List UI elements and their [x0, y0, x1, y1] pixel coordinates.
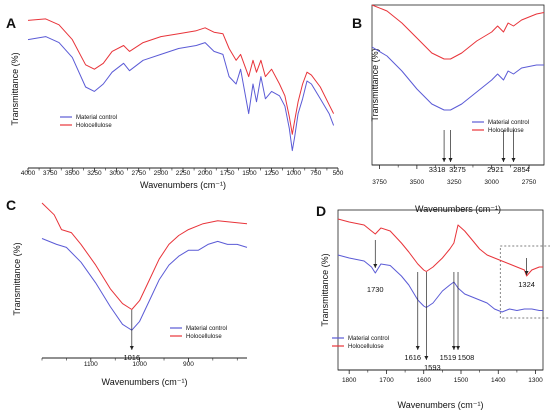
annotation-arrow [373, 264, 378, 268]
annotation-arrow [524, 271, 529, 275]
x-axis-title: Wavenumbers (cm⁻¹) [398, 400, 484, 410]
y-axis-title: Transmittance (%) [370, 48, 380, 121]
legend-label: Material control [488, 120, 529, 126]
x-axis-title: Wavenumbers (cm⁻¹) [415, 204, 501, 214]
y-axis-title: Transmittance (%) [12, 242, 22, 315]
annotation-arrow [129, 346, 134, 350]
x-tick-label: 750 [310, 170, 321, 177]
series-line-holocellulose [41, 202, 248, 310]
y-axis-title: Transmittance (%) [10, 52, 20, 125]
series-line-material-control [337, 254, 543, 313]
panel-c: C 1100 1000 900 Wavenumbers (cm⁻¹) Transmitta… [6, 197, 248, 387]
annotation-label: 1508 [458, 353, 475, 362]
annotation-label: 1016 [123, 353, 140, 362]
legend-label: Material control [186, 326, 227, 332]
x-tick-label: 1500 [454, 377, 469, 384]
panel-a: A 4000 3750 3500 3250 3000 2750 2500 2250 2000 175… [6, 15, 344, 190]
annotation-label: 1616 [404, 353, 421, 362]
series-line-holocellulose [27, 18, 335, 135]
x-tick-label: 1000 [132, 361, 147, 368]
annotation-arrow [501, 158, 506, 162]
plot-frame [371, 4, 545, 166]
x-tick-label: 1400 [491, 377, 506, 384]
x-tick-label: 4000 [21, 170, 36, 177]
annotation-label: 2854 [513, 165, 530, 174]
annotation-label: 1324 [518, 280, 535, 289]
panel-letter-c: C [6, 197, 16, 213]
annotation-arrow [451, 346, 456, 350]
legend-label: Material control [348, 336, 389, 342]
x-tick-label: 1100 [84, 361, 98, 368]
series-line-material-control [27, 36, 335, 152]
x-tick-label: 3500 [65, 170, 80, 177]
x-tick-label: 2000 [198, 170, 213, 177]
panel-d: D 1800 1700 1600 1500 1400 1300 Wavenumbers (cm… [316, 203, 550, 410]
x-tick-label: 2250 [176, 170, 191, 177]
x-axis-title: Wavenumbers (cm⁻¹) [102, 377, 188, 387]
annotation-arrow [511, 158, 516, 162]
y-axis-title: Transmittance (%) [320, 253, 330, 326]
x-tick-label: 1250 [264, 170, 279, 177]
series-line-holocellulose [371, 4, 545, 60]
panel-letter-b: B [352, 15, 362, 31]
legend-label: Material control [76, 115, 117, 121]
x-tick-label: 1600 [416, 377, 431, 384]
x-tick-label: 1700 [379, 377, 394, 384]
legend-label: Holocellulose [76, 123, 112, 129]
x-tick-label: 1800 [342, 377, 357, 384]
panel-letter-d: D [316, 203, 326, 219]
annotation-arrow [456, 346, 461, 350]
x-tick-label: 1500 [242, 170, 257, 177]
annotation-arrow [415, 346, 420, 350]
annotation-arrow [448, 158, 453, 162]
panel-b: B 3750 3500 3250 3000 2750 Wavenumbers (cm⁻¹) T… [352, 4, 545, 214]
series-line-material-control [41, 238, 248, 331]
annotation-arrow [442, 158, 447, 162]
annotation-label: 1730 [367, 285, 384, 294]
x-tick-label: 3750 [43, 170, 58, 177]
annotation-label: 1519 [440, 353, 457, 362]
annotation-label: 3275 [449, 165, 466, 174]
x-tick-label: 2750 [131, 170, 146, 177]
annotation-label: 3318 [429, 165, 446, 174]
annotation-label: 2921 [487, 165, 504, 174]
annotation-arrow [424, 356, 429, 360]
x-tick-label: 3250 [87, 170, 102, 177]
series-line-material-control [371, 46, 544, 111]
x-tick-label: 1300 [528, 377, 543, 384]
x-tick-label: 3000 [484, 179, 499, 186]
inset-highlight-box [499, 245, 550, 319]
x-axis-title: Wavenumbers (cm⁻¹) [140, 180, 226, 190]
legend-label: Holocellulose [186, 334, 222, 340]
x-tick-label: 2750 [522, 179, 537, 186]
legend-label: Holocellulose [488, 128, 524, 134]
x-tick-label: 1750 [220, 170, 235, 177]
x-tick-label: 3250 [447, 179, 462, 186]
legend-label: Holocellulose [348, 344, 384, 350]
x-tick-label: 3500 [410, 179, 425, 186]
series-line-holocellulose [337, 218, 543, 277]
x-tick-label: 3000 [109, 170, 124, 177]
x-tick-label: 900 [183, 361, 194, 368]
x-tick-label: 500 [333, 170, 344, 177]
panel-letter-a: A [6, 15, 16, 31]
x-tick-label: 3750 [372, 179, 387, 186]
annotation-label: 1593 [424, 363, 441, 372]
x-tick-label: 2500 [154, 170, 169, 177]
x-tick-label: 1000 [286, 170, 301, 177]
